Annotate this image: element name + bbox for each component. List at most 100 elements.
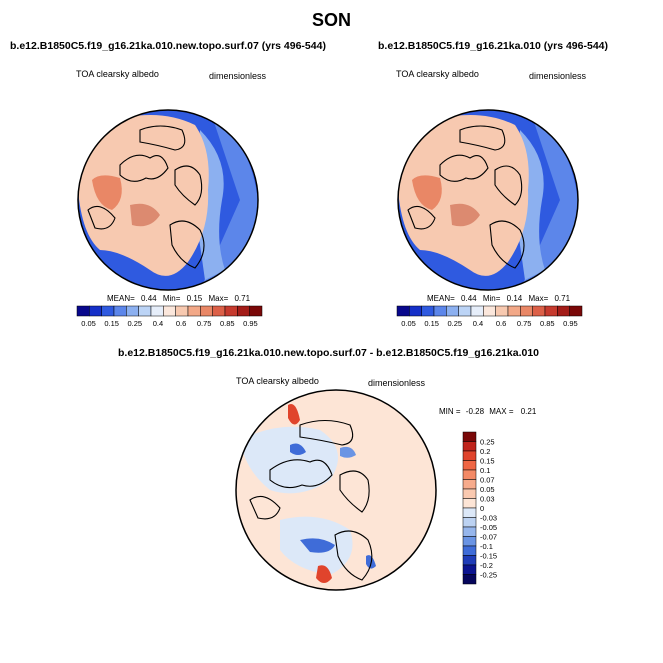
colorbar-tick-label: -0.25 xyxy=(480,571,497,580)
mean-value: 0.44 xyxy=(461,294,477,303)
coastline xyxy=(87,205,116,230)
colorbar-tick-label: 0.85 xyxy=(220,319,235,328)
colorbar-swatch xyxy=(409,305,422,317)
colorbar-tick-label: 0.03 xyxy=(480,495,495,504)
colorbar-tick-label: -0.15 xyxy=(480,552,497,561)
colorbar-tick-label: 0.05 xyxy=(480,485,495,494)
max-label: Max= xyxy=(528,294,549,303)
panel-3-stats: MIN = -0.28 MAX = 0.21 xyxy=(439,407,536,416)
colorbar-tick-label: 0.07 xyxy=(480,476,495,485)
colorbar-tick-label: -0.07 xyxy=(480,533,497,542)
colorbar-swatch xyxy=(126,305,139,317)
map-boundary xyxy=(235,389,437,591)
mean-label: MEAN= xyxy=(427,294,455,303)
colorbar-swatch xyxy=(462,526,477,537)
coastline xyxy=(169,220,205,269)
max-value: 0.71 xyxy=(554,294,571,303)
colorbar-swatch xyxy=(569,305,583,317)
colorbar-swatch xyxy=(249,305,263,317)
coastline xyxy=(139,125,186,151)
panel-1-variable-label: TOA clearsky albedo xyxy=(76,69,159,79)
max-label: MAX = xyxy=(489,407,514,416)
colorbar-swatch xyxy=(458,305,472,317)
colorbar-tick-label: 0.05 xyxy=(401,319,416,328)
map-boundary xyxy=(397,109,579,291)
colorbar-swatch xyxy=(138,305,152,317)
colorbar-tick-label: 0.95 xyxy=(243,319,258,328)
colorbar-swatch xyxy=(175,305,189,317)
min-value: 0.15 xyxy=(186,294,203,303)
panel-2-variable-label: TOA clearsky albedo xyxy=(396,69,479,79)
max-value: 0.71 xyxy=(234,294,251,303)
colorbar-swatch xyxy=(150,305,164,317)
colorbar-tick-label: 0.05 xyxy=(81,319,96,328)
colorbar-tick-label: 0.25 xyxy=(448,319,463,328)
colorbar-tick-label: -0.1 xyxy=(480,542,493,551)
max-label: Max= xyxy=(208,294,229,303)
colorbar-swatch xyxy=(113,305,127,317)
min-label: Min= xyxy=(162,294,181,303)
panel-1-map xyxy=(77,109,259,291)
colorbar-swatch xyxy=(446,305,459,317)
strong-negative-field xyxy=(300,538,335,553)
coastline xyxy=(489,220,525,269)
coastline xyxy=(439,154,489,182)
colorbar-swatch xyxy=(462,564,477,575)
coastline xyxy=(249,495,281,520)
panel-3-case-title: b.e12.B1850C5.f19_g16.21ka.010.new.topo.… xyxy=(118,347,540,359)
colorbar-tick-label: 0.75 xyxy=(197,319,212,328)
panel-2-stats: MEAN= 0.44 Min= 0.14 Max= 0.71 xyxy=(427,294,570,303)
negative-field xyxy=(340,446,356,458)
colorbar-swatch xyxy=(163,305,176,317)
panel-2-case-title: b.e12.B1850C5.f19_g16.21ka.010 (yrs 496-… xyxy=(378,40,608,52)
coastline xyxy=(119,154,169,182)
coastline xyxy=(339,470,370,513)
colorbar-swatch xyxy=(462,469,477,480)
high-albedo-field-2 xyxy=(450,203,480,227)
colorbar-swatch xyxy=(462,517,477,528)
panel-1-colorbar: 0.05 0.15 0.25 0.4 0.6 0.75 0.85 0.95 xyxy=(76,305,263,328)
colorbar-swatch xyxy=(520,305,533,317)
colorbar-swatch xyxy=(187,305,201,317)
colorbar-swatch xyxy=(462,450,477,461)
panel-2-units-label: dimensionless xyxy=(529,71,587,81)
colorbar-swatch xyxy=(532,305,546,317)
colorbar-swatch xyxy=(462,536,477,547)
panel-1-units-label: dimensionless xyxy=(209,71,267,81)
positive-field xyxy=(288,404,300,425)
colorbar-swatch xyxy=(396,305,410,317)
colorbar-swatch xyxy=(462,488,477,499)
high-albedo-field xyxy=(412,175,442,210)
high-albedo-field-2 xyxy=(130,203,160,227)
coastline xyxy=(459,125,506,151)
min-label: MIN = xyxy=(439,407,461,416)
colorbar-tick-label: 0.1 xyxy=(480,466,490,475)
colorbar-swatch xyxy=(224,305,238,317)
colorbar-swatch xyxy=(462,507,477,518)
colorbar-swatch xyxy=(495,305,509,317)
colorbar-swatch xyxy=(557,305,570,317)
panel-3-variable-label: TOA clearsky albedo xyxy=(236,376,319,386)
min-value: -0.28 xyxy=(465,407,485,416)
colorbar-tick-label: 0 xyxy=(480,504,484,513)
colorbar-swatch xyxy=(462,545,477,556)
colorbar-swatch xyxy=(433,305,447,317)
colorbar-swatch xyxy=(462,479,477,490)
colorbar-swatch xyxy=(200,305,213,317)
coastline xyxy=(269,459,333,489)
figure-title: SON xyxy=(311,10,351,30)
panel-2-colorbar: 0.05 0.15 0.25 0.4 0.6 0.75 0.85 0.95 xyxy=(396,305,583,328)
high-albedo-field xyxy=(92,175,122,210)
colorbar-tick-label: 0.25 xyxy=(128,319,143,328)
colorbar-swatch xyxy=(76,305,90,317)
colorbar-swatch xyxy=(462,460,477,471)
positive-field xyxy=(316,565,332,583)
map-boundary xyxy=(77,109,259,291)
colorbar-tick-label: -0.03 xyxy=(480,514,497,523)
colorbar-swatch xyxy=(101,305,115,317)
negative-field xyxy=(240,426,338,494)
colorbar-swatch xyxy=(462,574,477,585)
panel-3-units-label: dimensionless xyxy=(368,378,426,388)
colorbar-swatch xyxy=(421,305,435,317)
ocean-field-light xyxy=(200,110,258,290)
